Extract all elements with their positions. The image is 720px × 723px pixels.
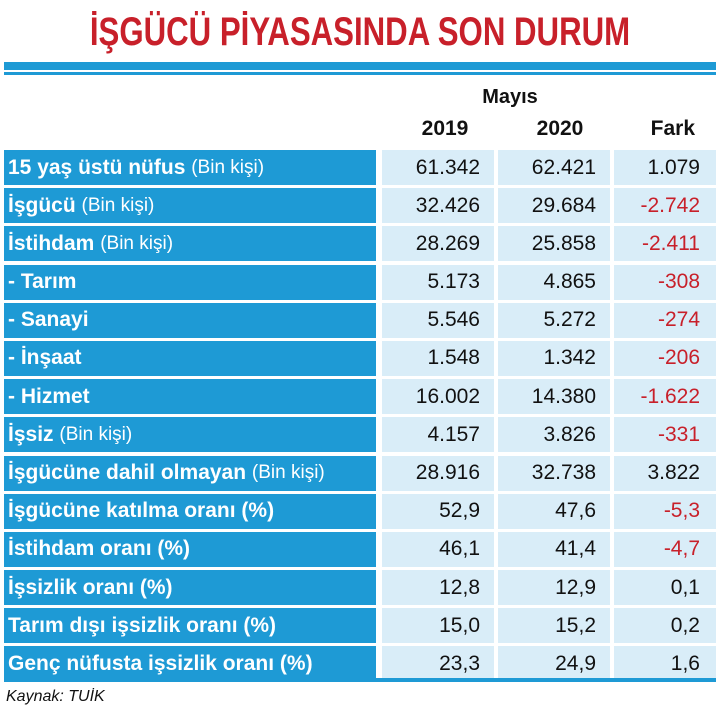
value-2020: 29.684 [498, 188, 610, 224]
row-label: Tarım dışı işsizlik oranı (%) [4, 608, 376, 644]
table-row: - Sanayi 5.546 5.272 -274 [4, 302, 716, 338]
value-2019: 5.173 [382, 264, 494, 300]
value-diff: -206 [614, 340, 716, 376]
value-diff: 1,6 [614, 646, 716, 682]
value-2020: 62.421 [498, 150, 610, 185]
row-label-text: İşgücüne dahil olmayan [8, 461, 247, 484]
table-row: Genç nüfusta işsizlik oranı (%) 23,3 24,9 1… [4, 646, 716, 682]
value-2019: 52,9 [382, 493, 494, 529]
page-title: İŞGÜCÜ PİYASASINDA SON DURUM [89, 10, 631, 54]
row-label: İstihdam (Bin kişi) [4, 226, 376, 262]
row-label-unit: (Bin kişi) [81, 194, 155, 216]
value-2020: 12,9 [498, 570, 610, 606]
value-2020: 41,4 [498, 531, 610, 567]
value-diff: -4,7 [614, 531, 716, 567]
value-2019: 32.426 [382, 188, 494, 224]
row-label: İşsizlik oranı (%) [4, 570, 376, 606]
value-2020: 32.738 [498, 455, 610, 491]
row-label-text: İstihdam [8, 231, 95, 255]
table-row: İşgücüne katılma oranı (%) 52,9 47,6 -5,3 [4, 493, 716, 529]
value-diff: 1.079 [614, 150, 716, 185]
value-diff: 0,1 [614, 570, 716, 606]
row-label: İşgücüne dahil olmayan (Bin kişi) [4, 455, 376, 491]
header-2020: 2020 [536, 117, 584, 140]
table-row: 15 yaş üstü nüfus (Bin kişi) 61.342 62.421… [4, 150, 716, 185]
value-2019: 28.269 [382, 226, 494, 262]
row-label: - Sanayi [4, 302, 376, 338]
row-label: - Tarım [4, 264, 376, 300]
value-diff: -5,3 [614, 493, 716, 529]
row-label-text: İşsizlik oranı (%) [8, 575, 173, 599]
row-label: Genç nüfusta işsizlik oranı (%) [4, 646, 376, 682]
value-2020: 3.826 [498, 417, 610, 453]
row-label: - Hizmet [4, 379, 376, 415]
row-label-text: Tarım dışı işsizlik oranı (%) [8, 613, 277, 637]
row-label-text: - Tarım [8, 270, 77, 294]
row-label-text: Genç nüfusta işsizlik oranı (%) [8, 651, 313, 675]
row-label-text: - İnşaat [8, 346, 82, 370]
value-2020: 5.272 [498, 302, 610, 338]
table-row: İstihdam (Bin kişi) 28.269 25.858 -2.411 [4, 226, 716, 262]
row-label: 15 yaş üstü nüfus (Bin kişi) [4, 150, 376, 185]
data-table: 15 yaş üstü nüfus (Bin kişi) 61.342 62.421… [4, 150, 716, 685]
row-label-unit: (Bin kişi) [191, 156, 265, 178]
value-diff: -331 [614, 417, 716, 453]
value-2019: 28.916 [382, 455, 494, 491]
row-label-text: İstihdam oranı (%) [8, 537, 191, 561]
value-2020: 25.858 [498, 226, 610, 262]
value-2019: 23,3 [382, 646, 494, 682]
row-label-text: İşsiz [8, 422, 54, 446]
table-row: - İnşaat 1.548 1.342 -206 [4, 340, 716, 376]
table-row: - Hizmet 16.002 14.380 -1.622 [4, 379, 716, 415]
value-2019: 16.002 [382, 379, 494, 415]
top-divider-thin [4, 72, 716, 75]
row-label-text: İşgücü [8, 193, 76, 217]
value-2019: 1.548 [382, 340, 494, 376]
table-row: İstihdam oranı (%) 46,1 41,4 -4,7 [4, 531, 716, 567]
row-label: İşsiz (Bin kişi) [4, 417, 376, 453]
row-label-text: 15 yaş üstü nüfus [8, 155, 186, 179]
value-2019: 15,0 [382, 608, 494, 644]
value-2020: 1.342 [498, 340, 610, 376]
bottom-divider [4, 678, 716, 682]
value-2020: 14.380 [498, 379, 610, 415]
row-label-unit: (Bin kişi) [59, 423, 133, 445]
value-2020: 47,6 [498, 493, 610, 529]
value-diff: -2.411 [614, 226, 716, 262]
value-2019: 12,8 [382, 570, 494, 606]
value-2020: 15,2 [498, 608, 610, 644]
value-diff: 3.822 [614, 455, 716, 491]
value-2019: 61.342 [382, 150, 494, 185]
table-row: Tarım dışı işsizlik oranı (%) 15,0 15,2 0,2 [4, 608, 716, 644]
table-row: - Tarım 5.173 4.865 -308 [4, 264, 716, 300]
row-label: İşgücüne katılma oranı (%) [4, 493, 376, 529]
row-label: İşgücü (Bin kişi) [4, 188, 376, 224]
value-2020: 4.865 [498, 264, 610, 300]
row-label-unit: (Bin kişi) [251, 462, 325, 483]
header-month: Mayıs [482, 86, 538, 108]
value-2019: 4.157 [382, 417, 494, 453]
value-diff: -2.742 [614, 188, 716, 224]
value-2019: 46,1 [382, 531, 494, 567]
value-2019: 5.546 [382, 302, 494, 338]
table-row: İşgücü (Bin kişi) 32.426 29.684 -2.742 [4, 188, 716, 224]
value-diff: -1.622 [614, 379, 716, 415]
source-note: Kaynak: TUİK [6, 688, 105, 705]
value-diff: -274 [614, 302, 716, 338]
table-row: İşsiz (Bin kişi) 4.157 3.826 -331 [4, 417, 716, 453]
row-label: İstihdam oranı (%) [4, 531, 376, 567]
value-diff: -308 [614, 264, 716, 300]
header-diff: Fark [650, 117, 695, 140]
row-label-text: İşgücüne katılma oranı (%) [8, 499, 275, 523]
row-label-text: - Sanayi [8, 308, 89, 332]
table-row: İşgücüne dahil olmayan (Bin kişi) 28.916 3… [4, 455, 716, 491]
row-label-unit: (Bin kişi) [100, 232, 174, 254]
top-divider [4, 62, 716, 70]
header-2019: 2019 [421, 117, 469, 140]
table-row: İşsizlik oranı (%) 12,8 12,9 0,1 [4, 570, 716, 606]
value-2020: 24,9 [498, 646, 610, 682]
row-label: - İnşaat [4, 340, 376, 376]
value-diff: 0,2 [614, 608, 716, 644]
row-label-text: - Hizmet [8, 384, 90, 408]
